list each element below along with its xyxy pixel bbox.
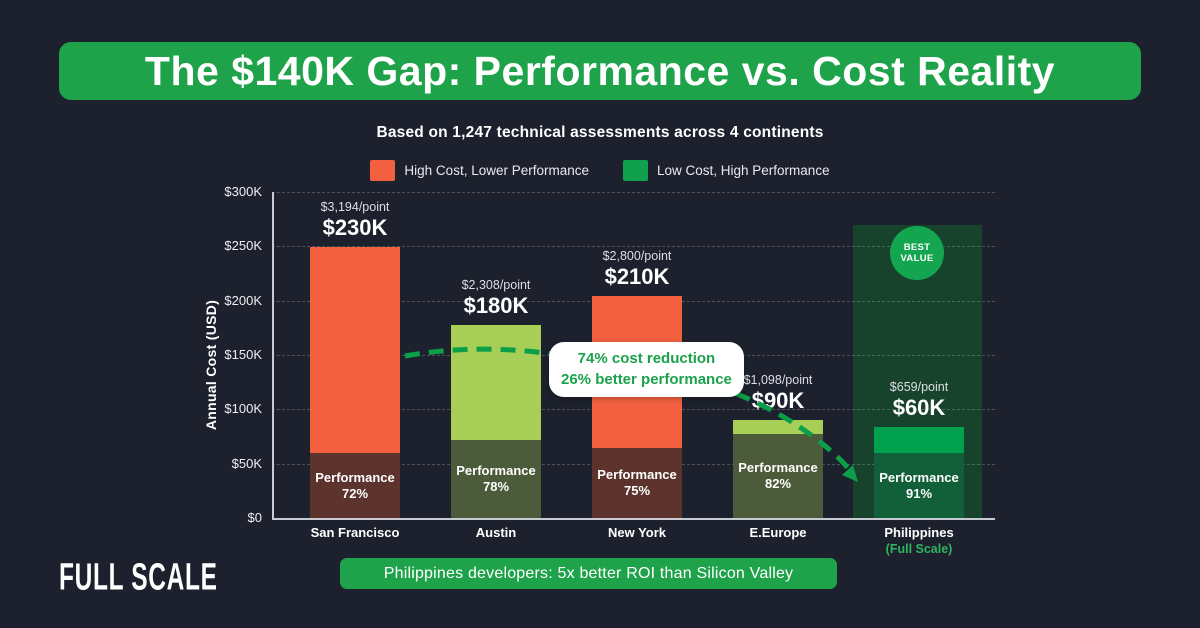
subtitle: Based on 1,247 technical assessments acr… — [376, 124, 824, 141]
performance-word: Performance — [456, 463, 536, 478]
bar-value-label: $3,194/point $230K — [275, 200, 435, 241]
title-banner: The $140K Gap: Performance vs. Cost Real… — [59, 42, 1141, 100]
category-name: Philippines — [884, 525, 954, 540]
y-tick-label: $150K — [224, 347, 262, 362]
annual-cost-label: $210K — [604, 264, 670, 289]
bar-cost-segment — [310, 247, 400, 453]
category-name: New York — [607, 525, 667, 540]
bar-value-label: $2,800/point $210K — [557, 249, 717, 290]
best-value-badge: BEST VALUE — [890, 226, 944, 280]
bar-performance-label: Performance 91% — [874, 470, 964, 502]
performance-word: Performance — [315, 469, 395, 485]
bar-performance-label: Performance 72% — [310, 470, 400, 502]
bar-value-label: $2,308/point $180K — [416, 278, 576, 319]
annual-cost-label: $230K — [322, 215, 388, 240]
performance-percent: 91% — [905, 485, 933, 501]
page-title: The $140K Gap: Performance vs. Cost Real… — [144, 47, 1056, 94]
legend-item: Low Cost, High Performance — [623, 160, 830, 181]
callout-bubble: 74% cost reduction 26% better performanc… — [549, 342, 744, 397]
bar-performance-segment — [310, 453, 400, 518]
y-tick-label: $0 — [247, 510, 262, 525]
bar-performance-label: Performance 78% — [451, 463, 541, 495]
category-name: San Francisco — [310, 525, 400, 540]
x-axis-category-label: E.Europe — [698, 525, 858, 540]
footer-banner: Philippines developers: 5x better ROI th… — [340, 558, 837, 589]
performance-word: Performance — [597, 467, 677, 482]
full-scale-logo: FULL SCALE — [59, 554, 218, 598]
legend-swatch-icon — [623, 160, 648, 181]
legend-label: High Cost, Lower Performance — [404, 163, 589, 178]
category-sublabel: (Full Scale) — [885, 542, 953, 556]
legend: High Cost, Lower Performance Low Cost, Hi… — [0, 160, 1200, 181]
cost-per-point-label: $3,194/point — [320, 200, 390, 214]
performance-percent: 75% — [623, 483, 651, 498]
annual-cost-label: $60K — [892, 395, 946, 420]
performance-percent: 72% — [341, 485, 369, 501]
y-tick-label: $50K — [231, 455, 262, 471]
legend-item: High Cost, Lower Performance — [370, 160, 589, 181]
callout-line-2: 26% better performance — [561, 371, 732, 388]
x-axis-category-label: Philippines (Full Scale) — [839, 525, 999, 556]
badge-line-1: BEST — [903, 242, 931, 253]
gridline — [272, 192, 995, 193]
bar-performance-label: Performance 75% — [592, 467, 682, 499]
bar-performance-segment — [874, 453, 964, 518]
bar-cost-segment — [874, 427, 964, 453]
performance-word: Performance — [738, 460, 818, 475]
y-axis-line — [272, 192, 274, 518]
callout-line-1: 74% cost reduction — [577, 350, 716, 367]
y-tick-label: $300K — [224, 184, 262, 199]
cost-per-point-label: $659/point — [889, 380, 949, 394]
cost-per-point-label: $2,800/point — [602, 249, 672, 263]
gridline — [272, 246, 995, 248]
bar-performance-label: Performance 82% — [733, 460, 823, 492]
bar-cost-segment — [733, 420, 823, 434]
x-axis-category-label: San Francisco — [275, 525, 435, 540]
y-tick-label: $200K — [224, 292, 262, 308]
legend-swatch-icon — [370, 160, 396, 181]
category-name: E.Europe — [749, 525, 807, 540]
performance-percent: 82% — [764, 476, 792, 491]
category-name: Austin — [475, 525, 517, 540]
x-axis-category-label: New York — [557, 525, 717, 540]
cost-per-point-label: $2,308/point — [461, 278, 531, 292]
x-axis-line — [272, 518, 995, 520]
y-tick-label: $250K — [224, 238, 262, 254]
bar-value-label: $659/point $60K — [839, 380, 999, 421]
performance-word: Performance — [879, 469, 959, 485]
x-axis-category-label: Austin — [416, 525, 576, 540]
bar-cost-segment — [451, 325, 541, 440]
annual-cost-label: $180K — [463, 293, 529, 318]
y-tick-label: $100K — [224, 401, 262, 417]
performance-percent: 78% — [482, 479, 510, 494]
legend-label: Low Cost, High Performance — [657, 163, 830, 178]
badge-line-2: VALUE — [900, 253, 934, 264]
